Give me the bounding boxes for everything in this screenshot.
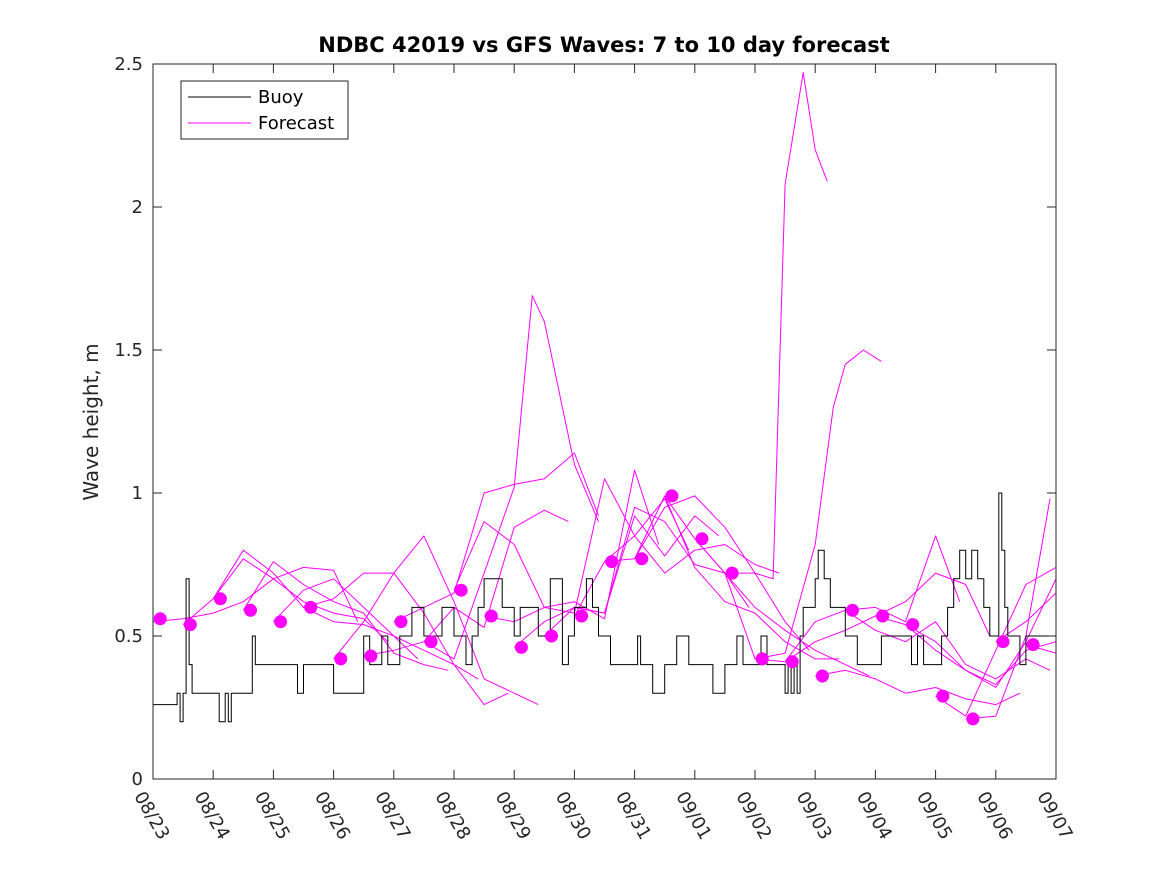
forecast-marker-5	[304, 600, 318, 614]
forecast-marker-15	[605, 555, 619, 569]
legend-buoy-label: Buoy	[258, 87, 304, 108]
forecast-marker-3	[244, 603, 257, 617]
forecast-marker-6	[334, 652, 348, 666]
forecast-series-group	[153, 72, 1056, 720]
forecast-line-4	[273, 578, 479, 680]
y-tick-label-0: 0	[132, 769, 143, 790]
forecast-marker-18	[695, 532, 709, 546]
forecast-line-20	[754, 535, 961, 663]
chart-title: NDBC 42019 vs GFS Waves: 7 to 10 day for…	[318, 33, 889, 57]
forecast-marker-12	[514, 640, 528, 654]
y-tick-label-3: 1.5	[114, 340, 143, 361]
forecast-line-28	[995, 592, 1056, 643]
forecast-marker-25	[906, 618, 920, 632]
forecast-line-22	[815, 669, 1021, 706]
forecast-line-8	[393, 452, 599, 623]
forecast-marker-0	[153, 612, 167, 626]
forecast-marker-29	[1026, 638, 1040, 652]
forecast-line-10	[453, 469, 660, 620]
forecast-line-15	[604, 495, 810, 651]
y-tick-label-2: 1	[132, 483, 143, 504]
forecast-marker-17	[665, 489, 679, 503]
forecast-marker-22	[815, 669, 829, 683]
forecast-marker-28	[996, 635, 1010, 649]
y-tick-label-4: 2	[132, 197, 143, 218]
forecast-line-27	[965, 498, 1051, 720]
forecast-line-11	[484, 478, 690, 623]
forecast-markers-group	[153, 489, 1040, 726]
buoy-series-group	[153, 492, 1056, 723]
forecast-line-25	[905, 578, 1056, 688]
forecast-line-21	[784, 572, 991, 663]
y-tick-label-1: 0.5	[114, 626, 143, 647]
forecast-marker-24	[876, 609, 890, 623]
forecast-marker-21	[785, 655, 799, 669]
forecast-line-0	[153, 566, 359, 623]
y-axis-label: Wave height, m	[79, 343, 103, 500]
forecast-marker-27	[966, 712, 980, 726]
forecast-marker-10	[454, 583, 468, 597]
forecast-line-5	[303, 572, 509, 706]
forecast-line-9	[423, 295, 599, 660]
forecast-marker-8	[394, 615, 408, 629]
forecast-line-23	[845, 609, 1051, 680]
forecast-marker-13	[545, 629, 558, 643]
forecast-line-13	[543, 506, 750, 637]
legend-forecast-label: Forecast	[258, 113, 334, 134]
forecast-marker-11	[484, 609, 498, 623]
forecast-marker-16	[635, 552, 649, 566]
forecast-line-6	[333, 535, 539, 706]
forecast-line-16	[634, 495, 840, 660]
forecast-marker-19	[725, 566, 739, 580]
y-axis: 0 0.5 1 1.5 2 2.5	[114, 54, 1056, 790]
legend: Buoy Forecast	[180, 80, 349, 140]
buoy-line	[153, 492, 1056, 723]
forecast-marker-20	[755, 652, 769, 666]
forecast-marker-14	[575, 609, 589, 623]
forecast-marker-1	[183, 618, 197, 632]
plot-area-frame	[152, 63, 1057, 780]
forecast-marker-26	[936, 689, 950, 703]
forecast-marker-2	[213, 592, 227, 606]
forecast-marker-23	[846, 603, 859, 617]
forecast-line-3	[242, 561, 449, 671]
legend-box	[180, 80, 349, 140]
forecast-line-2	[212, 549, 419, 660]
forecast-marker-7	[364, 649, 378, 663]
forecast-line-12	[513, 515, 720, 648]
y-tick-label-5: 2.5	[114, 54, 143, 75]
forecast-marker-4	[274, 615, 288, 629]
forecast-marker-9	[424, 635, 438, 649]
